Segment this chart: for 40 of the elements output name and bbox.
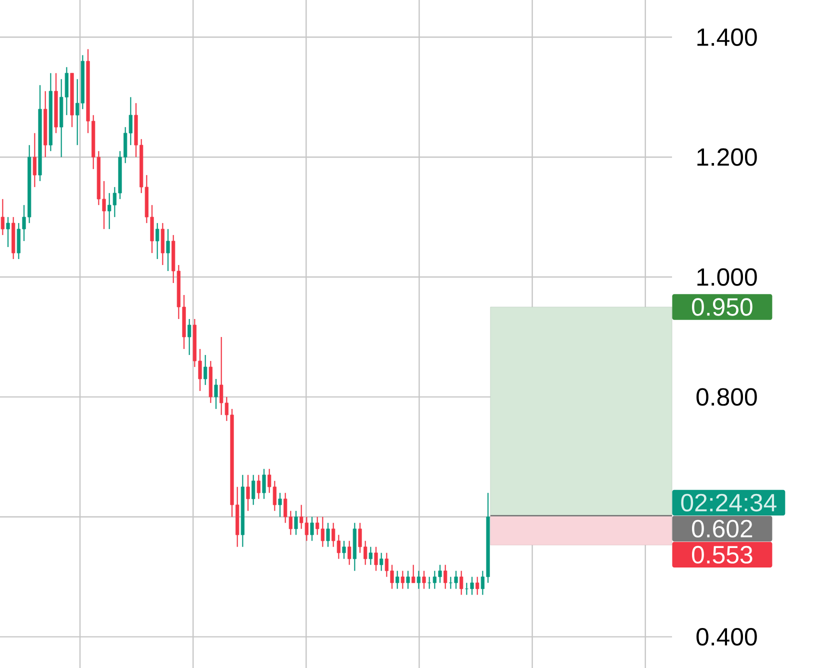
y-tick-label: 1.200 [697, 148, 757, 166]
candlestick [326, 522, 330, 548]
band-label: 0.553 [692, 546, 752, 564]
y-tick-label: 1.400 [697, 28, 757, 46]
candlestick [6, 216, 10, 248]
candlestick [400, 570, 404, 590]
candlestick [166, 228, 170, 272]
candlestick [476, 576, 480, 596]
y-tick-label: 1.000 [697, 268, 757, 286]
ref-line-label: 0.602 [692, 520, 752, 538]
candlestick [32, 132, 36, 188]
candlestick [406, 570, 410, 590]
candlestick [422, 570, 426, 590]
candlestick [188, 318, 192, 356]
y-tick-label: 0.400 [696, 628, 757, 646]
band-label: 0.950 [692, 298, 752, 316]
candlestick [310, 516, 314, 542]
candlestick [460, 570, 464, 596]
candlestick [252, 474, 256, 506]
candlestick [412, 564, 416, 584]
candlestick [262, 468, 266, 500]
candlestick [396, 570, 400, 590]
candlestick [204, 354, 208, 386]
candlestick [348, 540, 352, 566]
candlestick [214, 378, 218, 410]
candlestick [368, 546, 372, 566]
candlestick [160, 222, 164, 266]
candlestick [342, 540, 346, 560]
candlestick [0, 198, 4, 236]
candlestick [416, 570, 420, 590]
candlestick [294, 510, 298, 536]
candlestick [246, 474, 250, 512]
text: 02:24:34 [681, 494, 776, 512]
candlestick [380, 552, 384, 572]
candlestick [156, 222, 160, 260]
candlestick [444, 564, 448, 590]
candlestick [374, 546, 378, 572]
candlestick [278, 492, 282, 518]
candlestick [256, 474, 260, 500]
y-tick-label: 0.800 [696, 388, 757, 406]
